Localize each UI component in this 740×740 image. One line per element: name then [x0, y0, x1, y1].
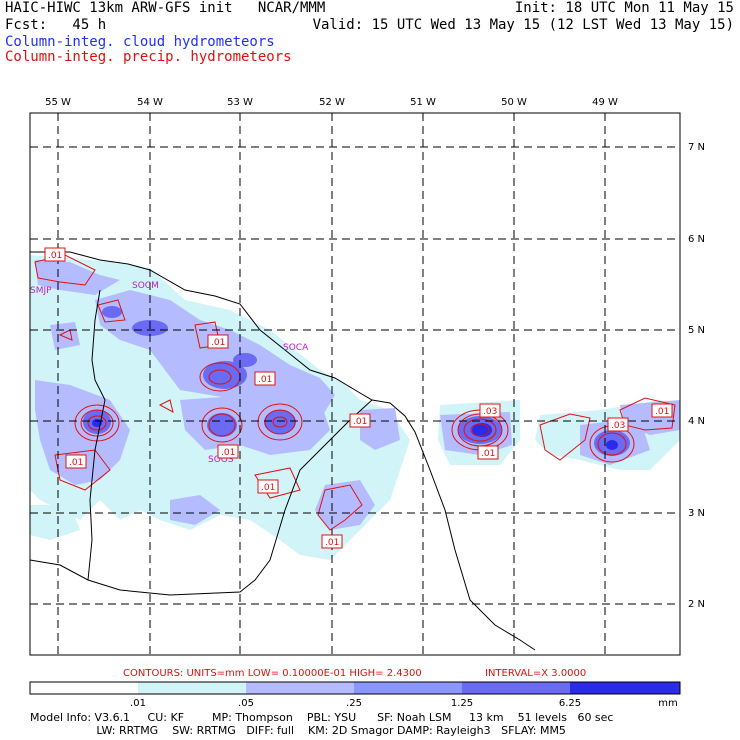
- lon-label: 55 W: [45, 97, 71, 108]
- station-label: SOCM: [132, 281, 159, 291]
- model-info-line1: Model Info: V3.6.1 CU: KF MP: Thompson P…: [30, 711, 614, 724]
- colorbar-swatch: [570, 682, 680, 694]
- contour-value-labels: .01 .01 .01 .01 .01 .01 .01 .03 .01 .01 …: [44, 247, 673, 549]
- header-forecast-hour: Fcst: 45 h: [5, 17, 107, 33]
- lat-label: 3 N: [688, 508, 705, 519]
- contour-label: .01: [258, 375, 272, 385]
- colorbar-tick: .05: [238, 698, 254, 709]
- contour-label: .03: [483, 407, 497, 417]
- field-precip-label: Column-integ. precip. hydrometeors: [5, 49, 292, 65]
- lat-label: 6 N: [688, 234, 705, 245]
- contour-info: CONTOURS: UNITS=mm LOW= 0.10000E-01 HIGH…: [123, 668, 586, 679]
- lat-label: 7 N: [688, 142, 705, 153]
- station-label: SMJP: [30, 286, 52, 296]
- contour-label: .01: [353, 417, 367, 427]
- lon-label: 52 W: [319, 97, 345, 108]
- lon-label: 49 W: [592, 97, 618, 108]
- colorbar-tick: .01: [130, 698, 146, 709]
- lat-label: 2 N: [688, 599, 705, 610]
- field-cloud-label: Column-integ. cloud hydrometeors: [5, 34, 275, 50]
- station-label: SOOS: [208, 455, 234, 465]
- colorbar-swatch: [462, 682, 570, 694]
- contour-interval-text: INTERVAL=X 3.0000: [485, 668, 586, 679]
- contour-label: .01: [481, 449, 495, 459]
- colorbar-swatch: [354, 682, 462, 694]
- contour-label: .01: [325, 538, 339, 548]
- header-title: HAIC-HIWC 13km ARW-GFS init NCAR/MMM: [5, 0, 326, 16]
- contour-label: .01: [211, 338, 225, 348]
- graticule: [30, 113, 680, 655]
- lon-label: 54 W: [137, 97, 163, 108]
- latitude-labels: 7 N 6 N 5 N 4 N 3 N 2 N: [688, 142, 705, 610]
- lat-label: 4 N: [688, 416, 705, 427]
- colorbar-tick: 6.25: [559, 698, 581, 709]
- hydrometeor-fields: [30, 254, 680, 560]
- contour-info-text: CONTOURS: UNITS=mm LOW= 0.10000E-01 HIGH…: [123, 668, 422, 679]
- contour-label: .01: [69, 458, 83, 468]
- model-info-line2: LW: RRTMG SW: RRTMG DIFF: full KM: 2D Sm…: [30, 724, 566, 737]
- longitude-labels: 55 W 54 W 53 W 52 W 51 W 50 W 49 W: [45, 97, 618, 108]
- header-init-time: Init: 18 UTC Mon 11 May 15: [514, 0, 734, 16]
- contour-label: .01: [655, 407, 669, 417]
- colorbar-swatch: [30, 682, 138, 694]
- colorbar: .01 .05 .25 1.25 6.25 mm: [29, 681, 681, 709]
- contour-label: .03: [611, 421, 625, 431]
- colorbar-tick: .25: [346, 698, 362, 709]
- station-labels: SMJP SOCM SOCA SOOS: [30, 281, 309, 465]
- header-valid-time: Valid: 15 UTC Wed 13 May 15 (12 LST Wed …: [312, 17, 734, 33]
- colorbar-tick: 1.25: [451, 698, 473, 709]
- colorbar-swatch: [138, 682, 246, 694]
- lon-label: 53 W: [227, 97, 253, 108]
- contour-label: .01: [48, 251, 62, 261]
- colorbar-swatch: [246, 682, 354, 694]
- lon-label: 51 W: [410, 97, 436, 108]
- colorbar-unit: mm: [658, 698, 677, 709]
- contour-label: .01: [221, 448, 235, 458]
- map-frame: [29, 112, 681, 656]
- station-label: SOCA: [283, 343, 309, 353]
- contour-label: .01: [261, 483, 275, 493]
- coastline: [29, 251, 536, 651]
- lon-label: 50 W: [501, 97, 527, 108]
- lat-label: 5 N: [688, 325, 705, 336]
